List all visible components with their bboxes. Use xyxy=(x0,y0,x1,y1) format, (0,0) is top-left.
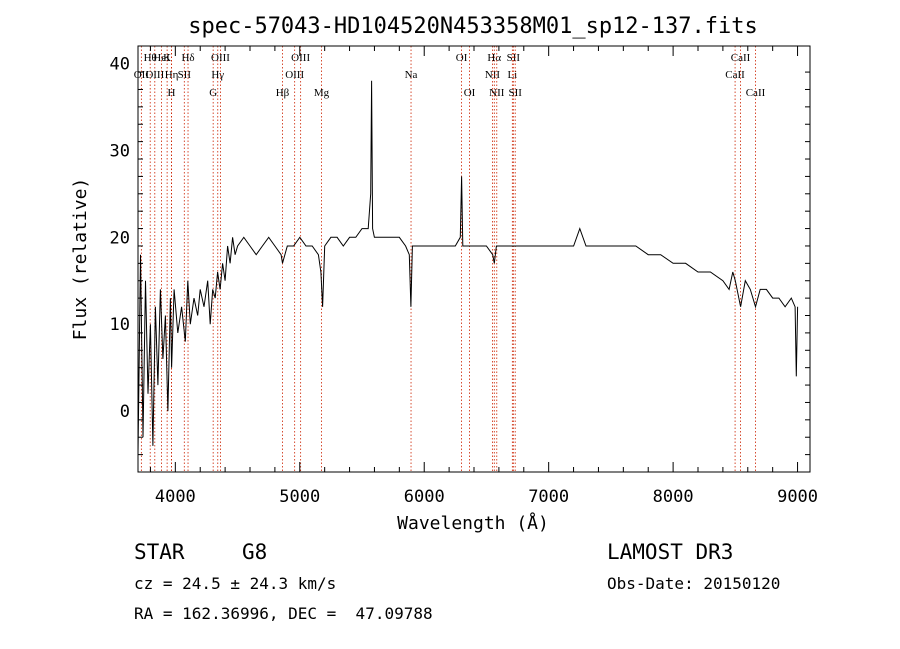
spectral-line-label: OIII xyxy=(211,52,230,64)
spectral-line-label: HeI xyxy=(153,52,170,64)
x-tick-label: 8000 xyxy=(653,487,694,507)
series-group xyxy=(137,80,799,455)
x-axis-label: Wavelength (Å) xyxy=(397,512,549,534)
obs-date: Obs-Date: 20150120 xyxy=(607,574,781,593)
spectral-line-label: Mg xyxy=(314,87,330,99)
x-tick-label: 5000 xyxy=(279,487,320,507)
spectral-line-label: Hβ xyxy=(276,87,290,99)
spectral-line-label: CaII xyxy=(731,52,751,64)
spectrum-series-line xyxy=(137,80,799,455)
spectral-line-label: NII xyxy=(489,87,505,99)
cz-readout: cz = 24.5 ± 24.3 km/s xyxy=(134,574,337,593)
spectral-line-label: NII xyxy=(485,69,501,81)
spectral-line-label: K xyxy=(163,52,171,64)
spectral-line-label: G xyxy=(209,87,217,99)
spectral-line-label: OIII xyxy=(291,52,310,64)
y-axis-label: Flux (relative) xyxy=(70,178,91,341)
y-tick-label: 30 xyxy=(110,141,130,161)
y-tick-label: 20 xyxy=(110,228,130,248)
spectral-line-markers: OIIHθOIIIHeIKHηHSIIHδGHγOIIIHβOIIIOIIIMg… xyxy=(134,46,766,472)
plot-frame xyxy=(137,45,811,473)
spectral-line-label: Li xyxy=(507,69,517,81)
spectral-line-label: OIII xyxy=(145,69,164,81)
spectral-line-label: SII xyxy=(508,87,522,99)
chart-title: spec-57043-HD104520N453358M01_sp12-137.f… xyxy=(188,14,758,39)
spectral-line-label: CaII xyxy=(725,69,745,81)
coordinates-readout: RA = 162.36996, DEC = 47.09788 xyxy=(134,604,433,623)
spectral-line-label: OI xyxy=(456,52,468,64)
class-label: STAR xyxy=(134,540,185,564)
x-tick-label: 9000 xyxy=(777,487,818,507)
spectral-line-label: H xyxy=(167,87,175,99)
spectral-line-label: OIII xyxy=(285,69,304,81)
x-tick-label: 6000 xyxy=(404,487,445,507)
y-axis: 0 10 20 30 40 xyxy=(110,54,810,456)
spectral-line-label: OI xyxy=(464,87,476,99)
spectral-line-label: CaII xyxy=(746,87,766,99)
y-tick-label: 10 xyxy=(110,315,130,335)
y-tick-label: 40 xyxy=(110,54,130,74)
y-tick-label: 0 xyxy=(120,402,130,422)
x-tick-label: 7000 xyxy=(528,487,569,507)
x-tick-label: 4000 xyxy=(155,487,196,507)
subclass-label: G8 xyxy=(242,540,268,564)
survey-label: LAMOST DR3 xyxy=(607,540,734,564)
spectral-line-label: Hγ xyxy=(211,69,224,81)
spectral-line-label: SII xyxy=(178,69,192,81)
spectral-line-label: SII xyxy=(507,52,521,64)
x-axis: 4000 5000 6000 7000 8000 9000 xyxy=(149,46,818,507)
spectral-line-label: Hθ xyxy=(144,52,157,64)
spectral-line-label: Hδ xyxy=(181,52,194,64)
spectral-line-label: Na xyxy=(405,69,418,81)
spectral-line-label: Hα xyxy=(487,52,501,64)
